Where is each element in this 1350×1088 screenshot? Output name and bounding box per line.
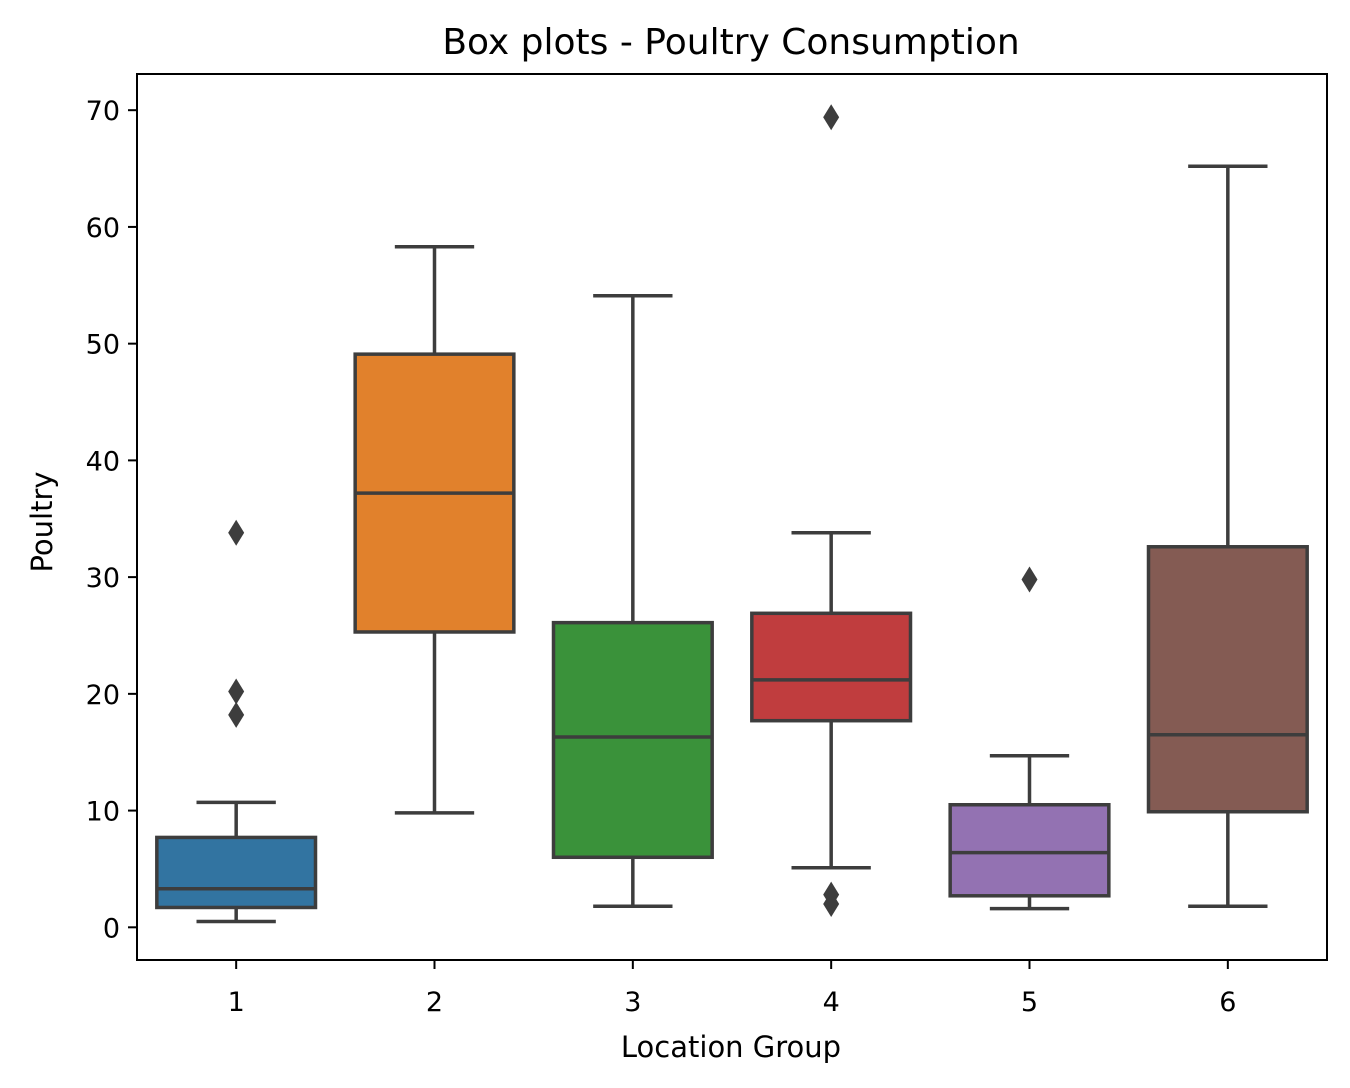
y-tick-label: 40: [86, 446, 120, 477]
y-tick-label: 70: [86, 96, 120, 127]
outlier-point: [1021, 566, 1038, 593]
y-axis: 0 10 20 30 40 50 60 70: [86, 96, 137, 944]
y-tick-label: 60: [86, 213, 120, 244]
box-group-6: [1146, 164, 1309, 909]
outlier-point: [823, 881, 840, 908]
box-group-1: [155, 519, 318, 924]
box-iqr: [948, 802, 1111, 898]
y-tick-label: 30: [86, 563, 120, 594]
plot-frame: [136, 73, 1328, 961]
x-tick-label: 4: [823, 987, 840, 1018]
y-tick-label: 10: [86, 797, 120, 828]
box-group-5: [948, 566, 1111, 911]
outlier-point: [823, 104, 840, 131]
outlier-point: [228, 701, 245, 728]
x-axis: 1 2 3 4 5 6: [228, 960, 1236, 1018]
box-group-4: [750, 104, 913, 917]
chart-title: Box plots - Poultry Consumption: [442, 22, 1019, 63]
x-axis-label: Location Group: [621, 1030, 841, 1064]
x-tick-label: 3: [624, 987, 641, 1018]
x-tick-label: 1: [228, 987, 245, 1018]
x-tick-label: 5: [1021, 987, 1038, 1018]
x-tick-label: 2: [426, 987, 443, 1018]
box-group-3: [551, 294, 714, 909]
box-iqr: [1146, 545, 1309, 814]
box-iqr: [551, 620, 714, 860]
outlier-point: [228, 678, 245, 705]
box-iqr: [750, 611, 913, 723]
y-axis-label: Poultry: [25, 471, 59, 572]
x-tick-label: 6: [1219, 987, 1236, 1018]
plot-area: [155, 104, 1309, 924]
box-iqr: [155, 835, 318, 910]
outlier-point: [228, 519, 245, 546]
box-group-2: [353, 245, 516, 815]
y-tick-label: 50: [86, 330, 120, 361]
y-tick-label: 0: [103, 913, 120, 944]
y-tick-label: 20: [86, 680, 120, 711]
